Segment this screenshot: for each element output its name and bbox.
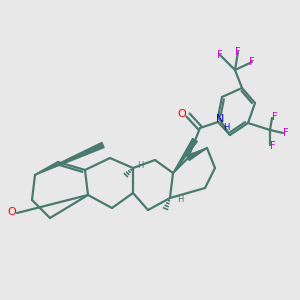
Polygon shape: [35, 142, 104, 175]
Text: F: F: [217, 50, 223, 60]
Text: H: H: [223, 122, 229, 131]
Text: N: N: [216, 114, 224, 124]
Text: F: F: [270, 141, 276, 151]
Polygon shape: [187, 148, 207, 161]
Polygon shape: [173, 138, 197, 173]
Text: O: O: [178, 109, 186, 119]
Text: H: H: [137, 161, 143, 170]
Text: F: F: [249, 57, 255, 67]
Text: H: H: [177, 196, 183, 205]
Text: F: F: [272, 112, 278, 122]
Text: F: F: [283, 128, 289, 138]
Text: F: F: [235, 47, 241, 57]
Text: O: O: [8, 207, 16, 217]
